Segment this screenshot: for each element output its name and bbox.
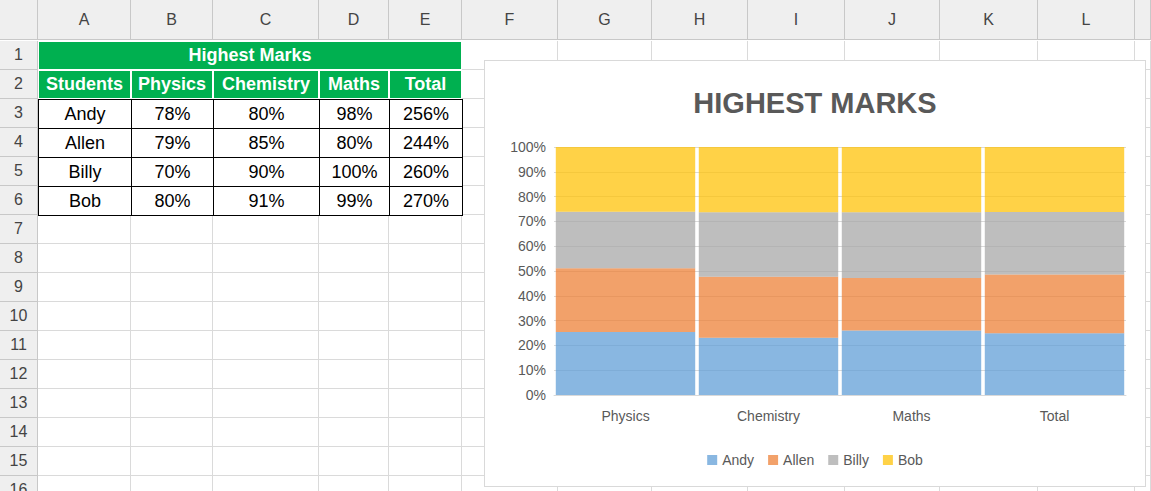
html-text:100%: 100% bbox=[331, 161, 378, 182]
html-text:244%: 244% bbox=[403, 132, 449, 153]
html-text:260%: 260% bbox=[403, 161, 449, 182]
html-text:Allen: Allen bbox=[65, 132, 105, 153]
svg-text:Andy: Andy bbox=[722, 452, 754, 468]
svg-text:Bob: Bob bbox=[898, 452, 923, 468]
svg-text:Chemistry: Chemistry bbox=[737, 408, 800, 424]
html-text:78%: 78% bbox=[154, 103, 191, 124]
html-text:4: 4 bbox=[14, 133, 23, 150]
html-text:80%: 80% bbox=[336, 132, 373, 153]
html-text:E: E bbox=[419, 10, 431, 28]
html-text:99%: 99% bbox=[336, 190, 373, 211]
svg-text:Billy: Billy bbox=[843, 452, 869, 468]
svg-text:60%: 60% bbox=[518, 238, 546, 254]
html-text:12: 12 bbox=[9, 365, 28, 382]
html-text:80%: 80% bbox=[154, 190, 191, 211]
html-text:I: I bbox=[793, 10, 799, 28]
html-text:Bob: Bob bbox=[69, 190, 101, 211]
svg-text:Total: Total bbox=[1040, 408, 1070, 424]
html-text:270%: 270% bbox=[403, 190, 449, 211]
html-text:15: 15 bbox=[9, 452, 28, 469]
svg-text:40%: 40% bbox=[518, 288, 546, 304]
html-text:Students: Students bbox=[46, 74, 123, 94]
svg-text:Allen: Allen bbox=[783, 452, 814, 468]
html-text:Physics: Physics bbox=[138, 74, 206, 94]
svg-text:50%: 50% bbox=[518, 263, 546, 279]
html-text:Total: Total bbox=[404, 74, 447, 94]
html-text:Chemistry: Chemistry bbox=[222, 74, 310, 94]
html-text:Highest Marks: Highest Marks bbox=[188, 45, 312, 65]
svg-text:Maths: Maths bbox=[892, 408, 930, 424]
html-text:90%: 90% bbox=[248, 161, 285, 182]
html-text:79%: 79% bbox=[154, 132, 191, 153]
html-text:8: 8 bbox=[14, 249, 23, 266]
html-text:H: H bbox=[693, 10, 706, 28]
html-text:C: C bbox=[259, 10, 272, 28]
svg-text:100%: 100% bbox=[510, 139, 546, 155]
html-text:14: 14 bbox=[9, 423, 28, 440]
svg-text:Physics: Physics bbox=[601, 408, 649, 424]
html-text:6: 6 bbox=[14, 191, 23, 208]
html-text:2: 2 bbox=[14, 75, 23, 92]
html-text:Andy: Andy bbox=[64, 103, 106, 124]
svg-text:70%: 70% bbox=[518, 213, 546, 229]
html-text:1: 1 bbox=[14, 46, 23, 63]
html-text:85%: 85% bbox=[248, 132, 285, 153]
html-text:70%: 70% bbox=[154, 161, 191, 182]
html-text:L: L bbox=[1081, 10, 1091, 28]
html-text:91%: 91% bbox=[248, 190, 285, 211]
svg-text:HIGHEST MARKS: HIGHEST MARKS bbox=[693, 87, 936, 119]
html-text:G: G bbox=[598, 10, 611, 28]
html-text:256%: 256% bbox=[403, 103, 449, 124]
html-text:Billy: Billy bbox=[68, 161, 102, 182]
html-text:K: K bbox=[983, 10, 994, 28]
svg-text:90%: 90% bbox=[518, 164, 546, 180]
html-text:F: F bbox=[504, 10, 515, 28]
html-text:A: A bbox=[78, 10, 90, 28]
html-text:98%: 98% bbox=[336, 103, 373, 124]
svg-text:30%: 30% bbox=[518, 313, 546, 329]
html-text:11: 11 bbox=[10, 336, 27, 353]
html-text:5: 5 bbox=[14, 162, 23, 179]
html-text:B: B bbox=[166, 10, 177, 28]
html-text:13: 13 bbox=[9, 394, 28, 411]
html-text:J: J bbox=[888, 10, 896, 28]
html-text:7: 7 bbox=[14, 220, 23, 237]
html-text:9: 9 bbox=[14, 278, 23, 295]
html-text:3: 3 bbox=[14, 104, 23, 121]
html-text:D: D bbox=[347, 10, 360, 28]
svg-text:10%: 10% bbox=[518, 362, 546, 378]
html-text:80%: 80% bbox=[248, 103, 285, 124]
html-text:Maths: Maths bbox=[328, 74, 380, 94]
svg-text:0%: 0% bbox=[526, 387, 546, 403]
svg-text:20%: 20% bbox=[518, 337, 546, 353]
svg-text:80%: 80% bbox=[518, 189, 546, 205]
html-text:10: 10 bbox=[9, 307, 28, 324]
